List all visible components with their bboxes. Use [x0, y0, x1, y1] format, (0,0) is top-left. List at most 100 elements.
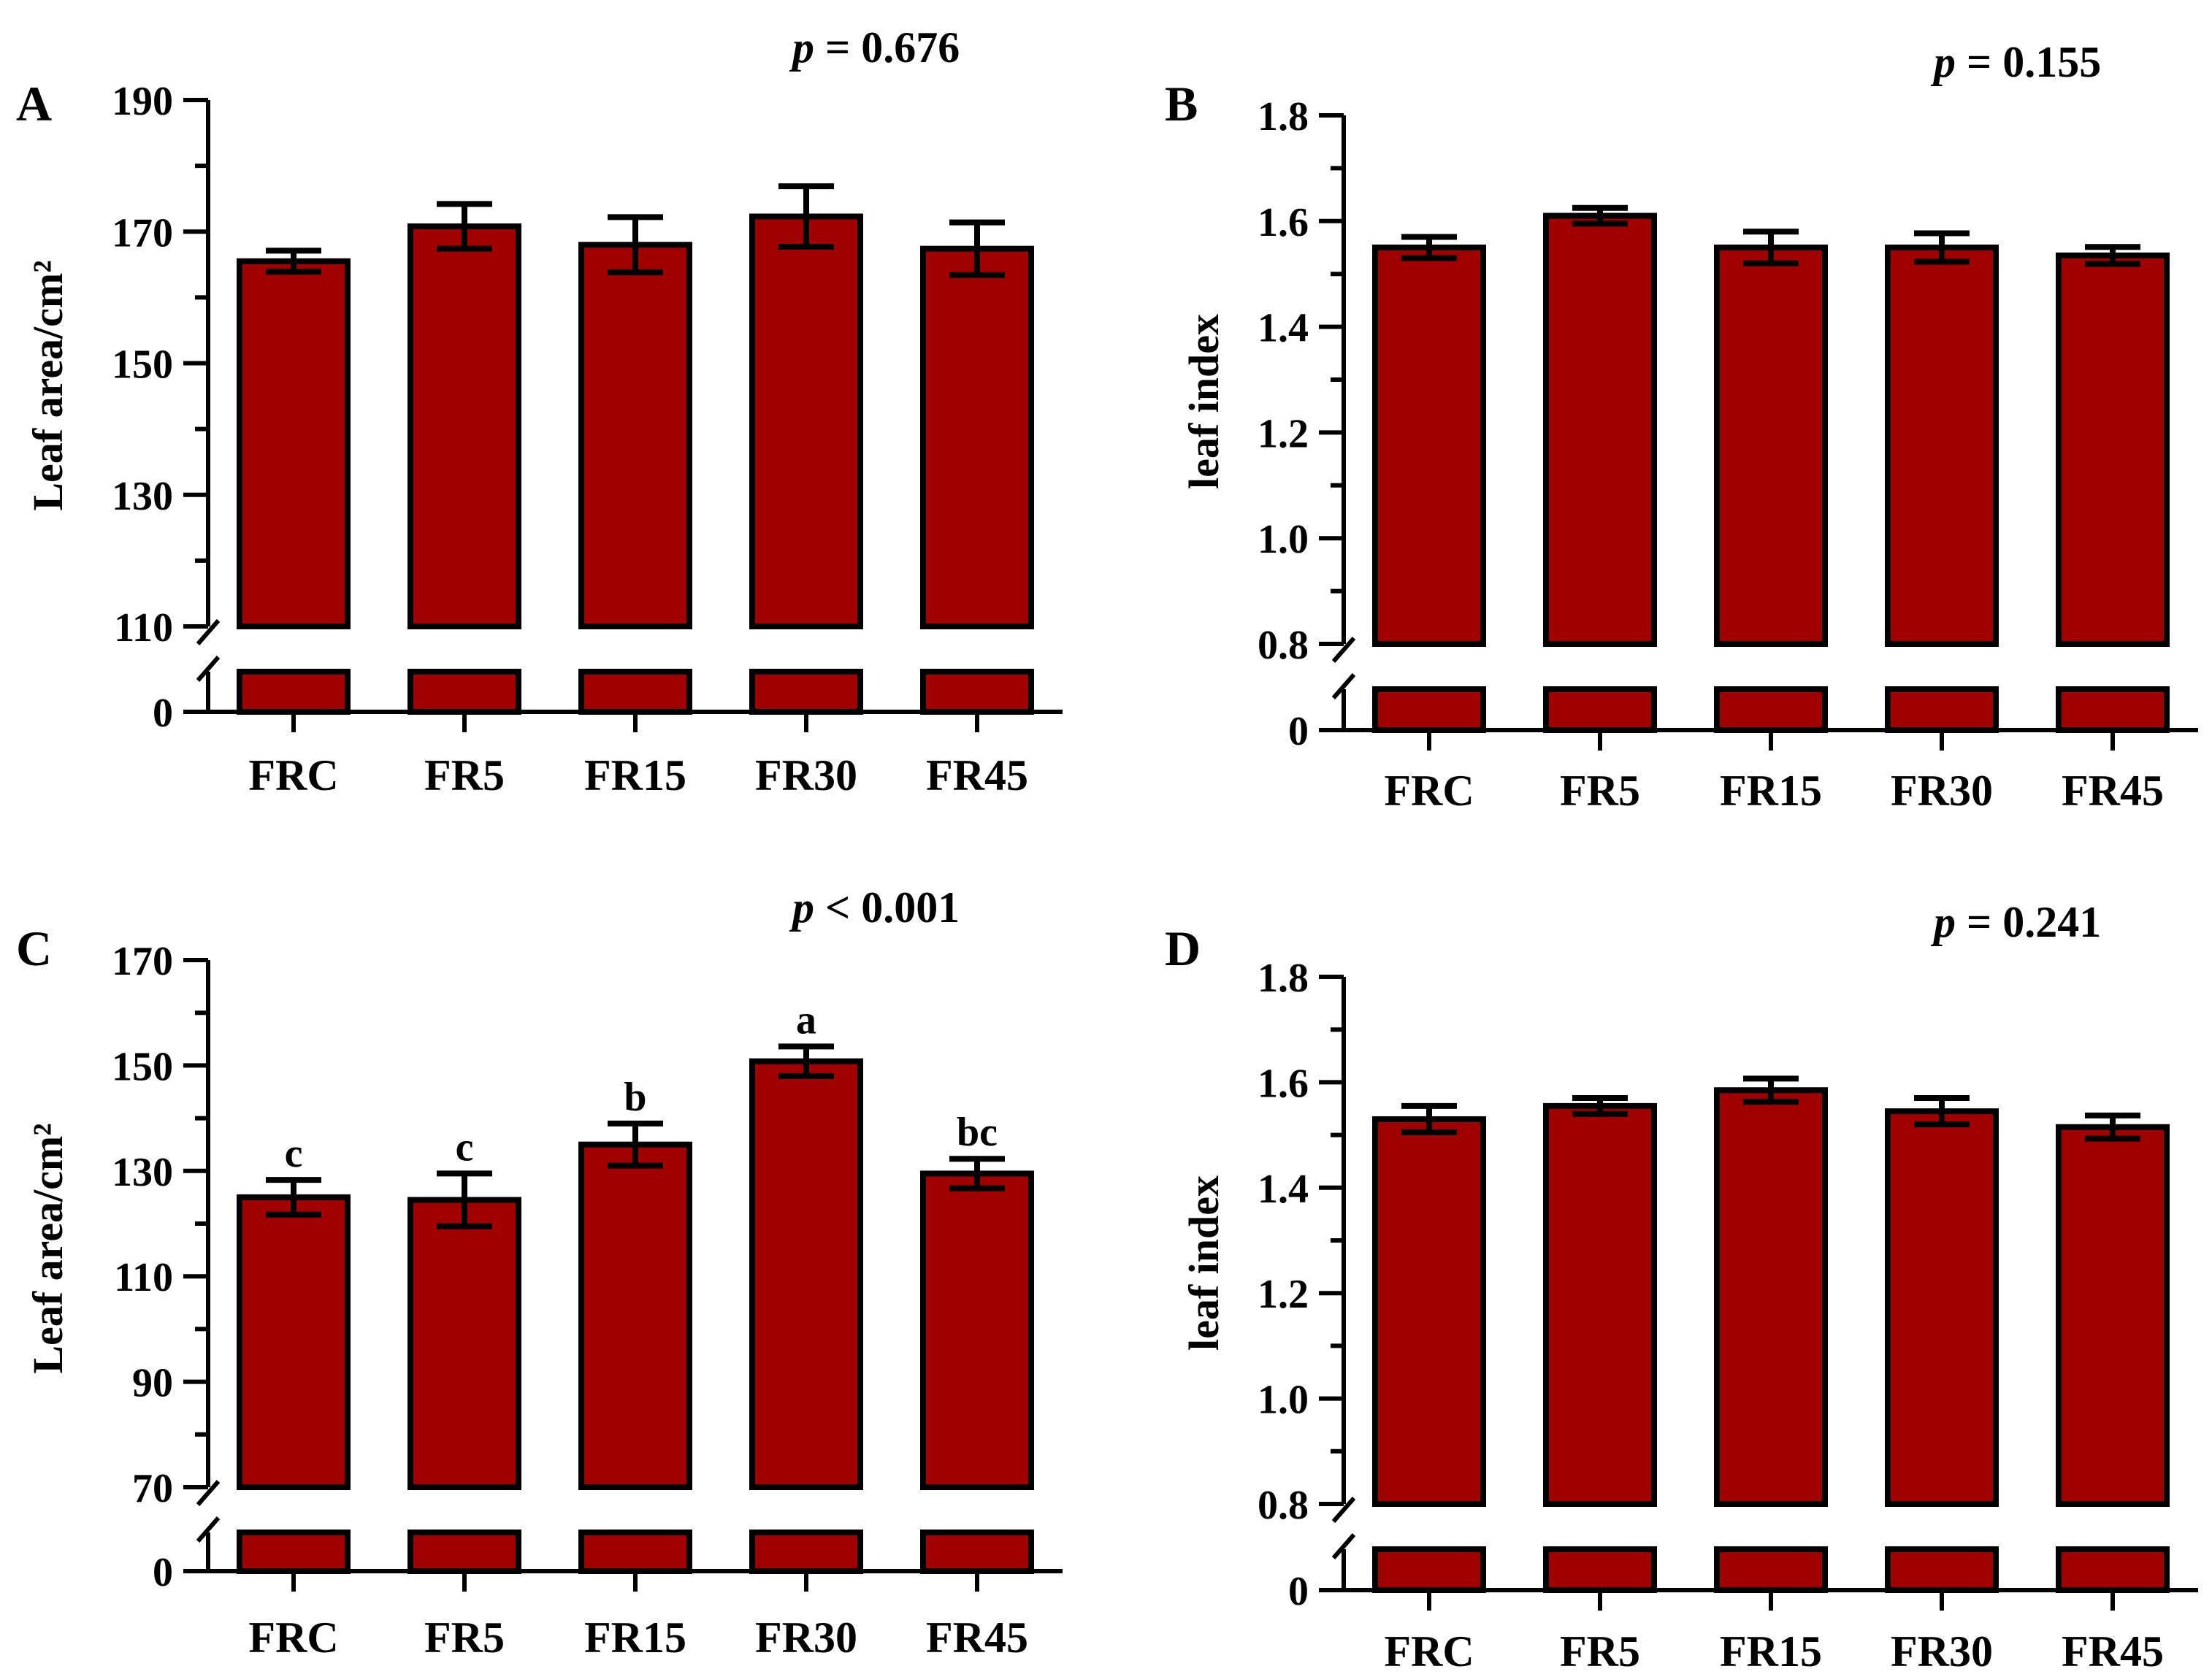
y-tick-label: 1.8 — [1258, 956, 1309, 1001]
p-value-text: = 0.676 — [814, 23, 960, 72]
bar-fr5 — [1543, 212, 1657, 647]
bar-lower-fr30 — [749, 669, 863, 715]
panel-label: B — [1165, 76, 1198, 131]
y-tick-label: 1.6 — [1258, 200, 1309, 245]
bar-lower-fr15 — [578, 1530, 692, 1574]
axis-break-mark — [1331, 1497, 1356, 1523]
y-axis-label: leaf index — [1180, 314, 1228, 489]
bar-frc — [1372, 1116, 1486, 1507]
p-symbol: p — [789, 883, 814, 932]
panel-d: FRC FR5 FR15 FR30 FR45 0.8 1.0 1.2 1.4 1.6 1.8 0 lea… — [1165, 898, 2198, 1676]
x-tick-label: FR45 — [2062, 1627, 2164, 1676]
bar-lower-fr15 — [1714, 686, 1828, 733]
y-tick-label: 170 — [112, 939, 173, 984]
y-tick-label: 130 — [112, 474, 173, 519]
axis-break-mark — [1331, 673, 1356, 699]
x-tick-label: FR5 — [424, 751, 505, 799]
error-bar-frc — [1401, 1102, 1457, 1135]
bar-fr30 — [1885, 245, 1999, 647]
error-bar-fr15 — [608, 214, 663, 276]
x-tick-label: FRC — [1384, 767, 1474, 815]
error-bar-fr15 — [1743, 1075, 1799, 1105]
significance-letter: c — [285, 1131, 303, 1176]
bar-lower-fr5 — [407, 669, 521, 715]
axis-break-mark — [196, 619, 221, 645]
bar-lower-fr45 — [2056, 1546, 2170, 1593]
y-tick-label: 190 — [112, 79, 173, 124]
bar-fr30 — [749, 1058, 863, 1490]
bar-lower-frc — [237, 669, 351, 715]
error-bar-frc — [266, 247, 321, 275]
bar-fr45 — [920, 1170, 1034, 1491]
error-bar-fr5 — [1572, 1095, 1628, 1117]
bar-fr30 — [1885, 1108, 1999, 1507]
y-tick-label: 90 — [132, 1361, 173, 1406]
x-tick-label: FR30 — [755, 1613, 857, 1662]
y-tick-label: 170 — [112, 210, 173, 256]
bar-fr15 — [1714, 245, 1828, 647]
x-tick-label: FR30 — [755, 751, 857, 799]
bar-fr45 — [2056, 252, 2170, 647]
bar-lower-fr45 — [920, 1530, 1034, 1574]
panel-b: FRC FR5 FR15 FR30 FR45 0.8 1.0 1.2 1.4 1.6 1.8 0 lea… — [1165, 38, 2198, 815]
p-value: p = 0.676 — [789, 23, 960, 72]
bar-fr45 — [920, 245, 1034, 629]
bar-lower-frc — [1372, 1546, 1486, 1593]
bar-lower-frc — [237, 1530, 351, 1574]
x-tick-label: FR15 — [1720, 767, 1822, 815]
bar-lower-fr30 — [1885, 686, 1999, 733]
panel-label: D — [1165, 921, 1201, 976]
bar-fr30 — [749, 213, 863, 629]
x-tick-label: FR45 — [926, 1613, 1028, 1662]
y-tick-label-zero: 0 — [1288, 709, 1309, 754]
bar-frc — [237, 258, 351, 629]
panel-label: C — [16, 921, 52, 976]
axis-break-mark — [196, 1516, 221, 1543]
x-tick-label: FR5 — [1560, 767, 1640, 815]
y-axis-label: leaf index — [1180, 1175, 1228, 1351]
error-bar-fr30 — [1914, 1095, 1970, 1128]
significance-letter: c — [456, 1124, 474, 1170]
y-tick-label: 0.8 — [1258, 623, 1309, 668]
error-bar-fr15 — [1743, 229, 1799, 266]
x-tick-label: FRC — [248, 751, 338, 799]
panel-c: c FRC c FR5 b FR15 a FR30 bc FR45 70 90 110 130 150 170… — [16, 883, 1063, 1662]
bar-lower-fr30 — [1885, 1546, 1999, 1593]
p-value-text: < 0.001 — [814, 883, 960, 932]
y-tick-label: 1.6 — [1258, 1061, 1309, 1106]
p-value: p = 0.241 — [1930, 898, 2101, 946]
error-bar-frc — [1401, 234, 1457, 261]
x-tick-label: FR15 — [1720, 1627, 1822, 1676]
x-tick-label: FR30 — [1891, 1627, 1993, 1676]
error-bar-fr30 — [778, 183, 834, 250]
bar-fr5 — [1543, 1102, 1657, 1507]
p-value-text: = 0.241 — [1956, 898, 2101, 946]
p-value: p < 0.001 — [789, 883, 960, 932]
y-tick-label: 110 — [114, 605, 173, 651]
axis-break-mark — [196, 656, 221, 682]
error-bar-fr45 — [2085, 1112, 2140, 1142]
bar-lower-fr5 — [1543, 1546, 1657, 1593]
error-bar-fr30 — [1914, 230, 1970, 265]
bar-fr15 — [578, 1141, 692, 1490]
bar-lower-fr30 — [749, 1530, 863, 1574]
bar-lower-fr15 — [1714, 1546, 1828, 1593]
y-tick-label: 110 — [114, 1255, 173, 1300]
error-bar-fr5 — [437, 1170, 492, 1229]
error-bar-fr45 — [2085, 244, 2140, 267]
y-tick-label: 1.4 — [1258, 306, 1309, 351]
y-tick-label: 150 — [112, 342, 173, 388]
x-tick-label: FR45 — [926, 751, 1028, 799]
bar-lower-fr15 — [578, 669, 692, 715]
error-bar-fr45 — [949, 1156, 1005, 1191]
y-tick-label: 1.2 — [1258, 411, 1309, 456]
significance-letter: bc — [957, 1110, 998, 1155]
error-bar-fr30 — [778, 1043, 834, 1079]
axis-break-mark — [196, 1480, 221, 1506]
p-symbol: p — [1930, 38, 1956, 86]
x-tick-label: FR30 — [1891, 767, 1993, 815]
bar-lower-fr5 — [1543, 686, 1657, 733]
bar-fr45 — [2056, 1124, 2170, 1507]
axis-break-mark — [1331, 1533, 1356, 1559]
y-axis-label: Leaf area/cm² — [24, 1123, 72, 1373]
